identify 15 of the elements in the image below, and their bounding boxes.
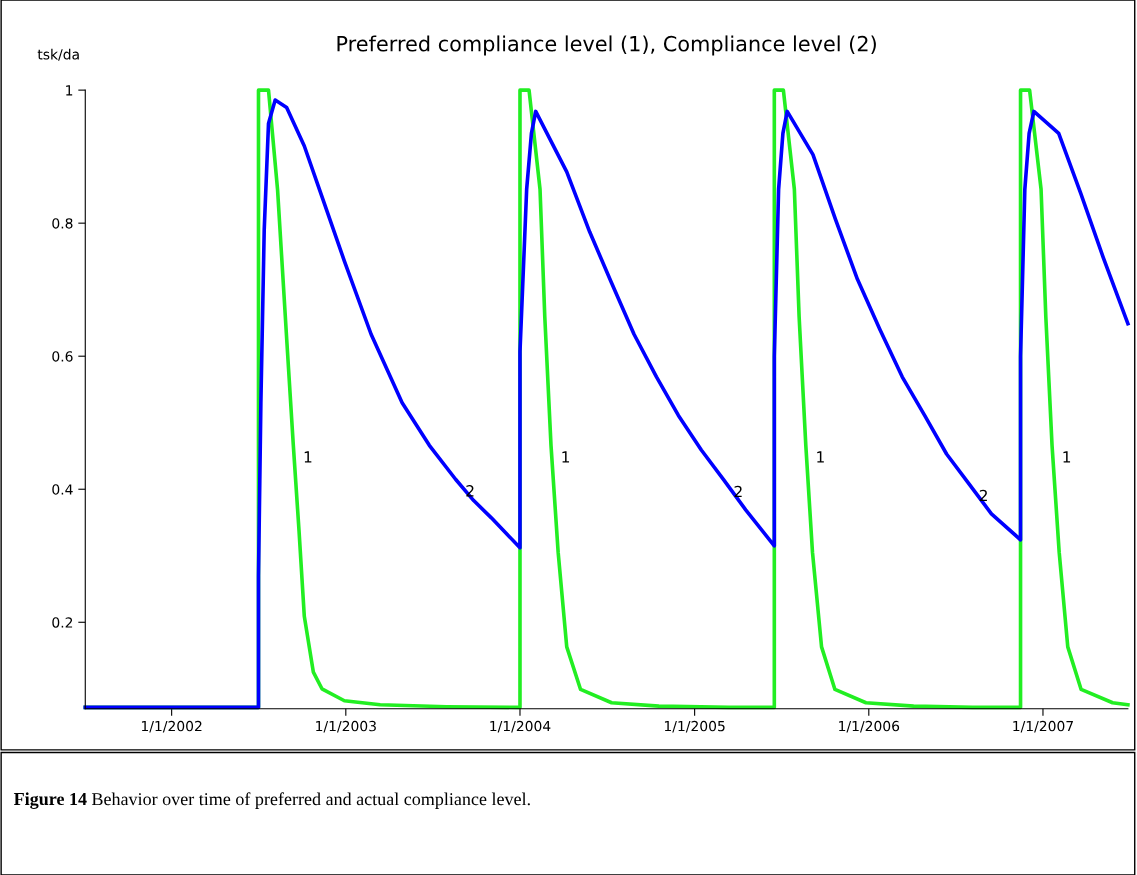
caption: Figure 14 — [13, 792, 87, 809]
x-tick-label: 1/1/2007 — [1013, 720, 1073, 733]
x-tick-label: 1/1/2002 — [141, 720, 202, 733]
y-tick-label: 1 — [66, 85, 73, 96]
y-tick-label: 0.8 — [52, 218, 73, 229]
x-tick-label: 1/1/2004 — [490, 720, 551, 733]
text: Behavior over time of preferred and actual compliance level. — [91, 792, 530, 809]
x-tick-label: 1/1/2006 — [839, 720, 900, 733]
chart-title: Preferred compliance level (1), Compliance level (2) — [337, 35, 876, 56]
y-tick-label: 0.2 — [52, 617, 73, 628]
y-tick-label: 0.4 — [52, 484, 73, 495]
x-tick-label: 1/1/2005 — [664, 720, 725, 733]
y-axis-title: tsk/da — [37, 48, 79, 61]
x-tick-label: 1/1/2003 — [316, 720, 376, 733]
y-tick-label: 0.6 — [52, 351, 73, 362]
